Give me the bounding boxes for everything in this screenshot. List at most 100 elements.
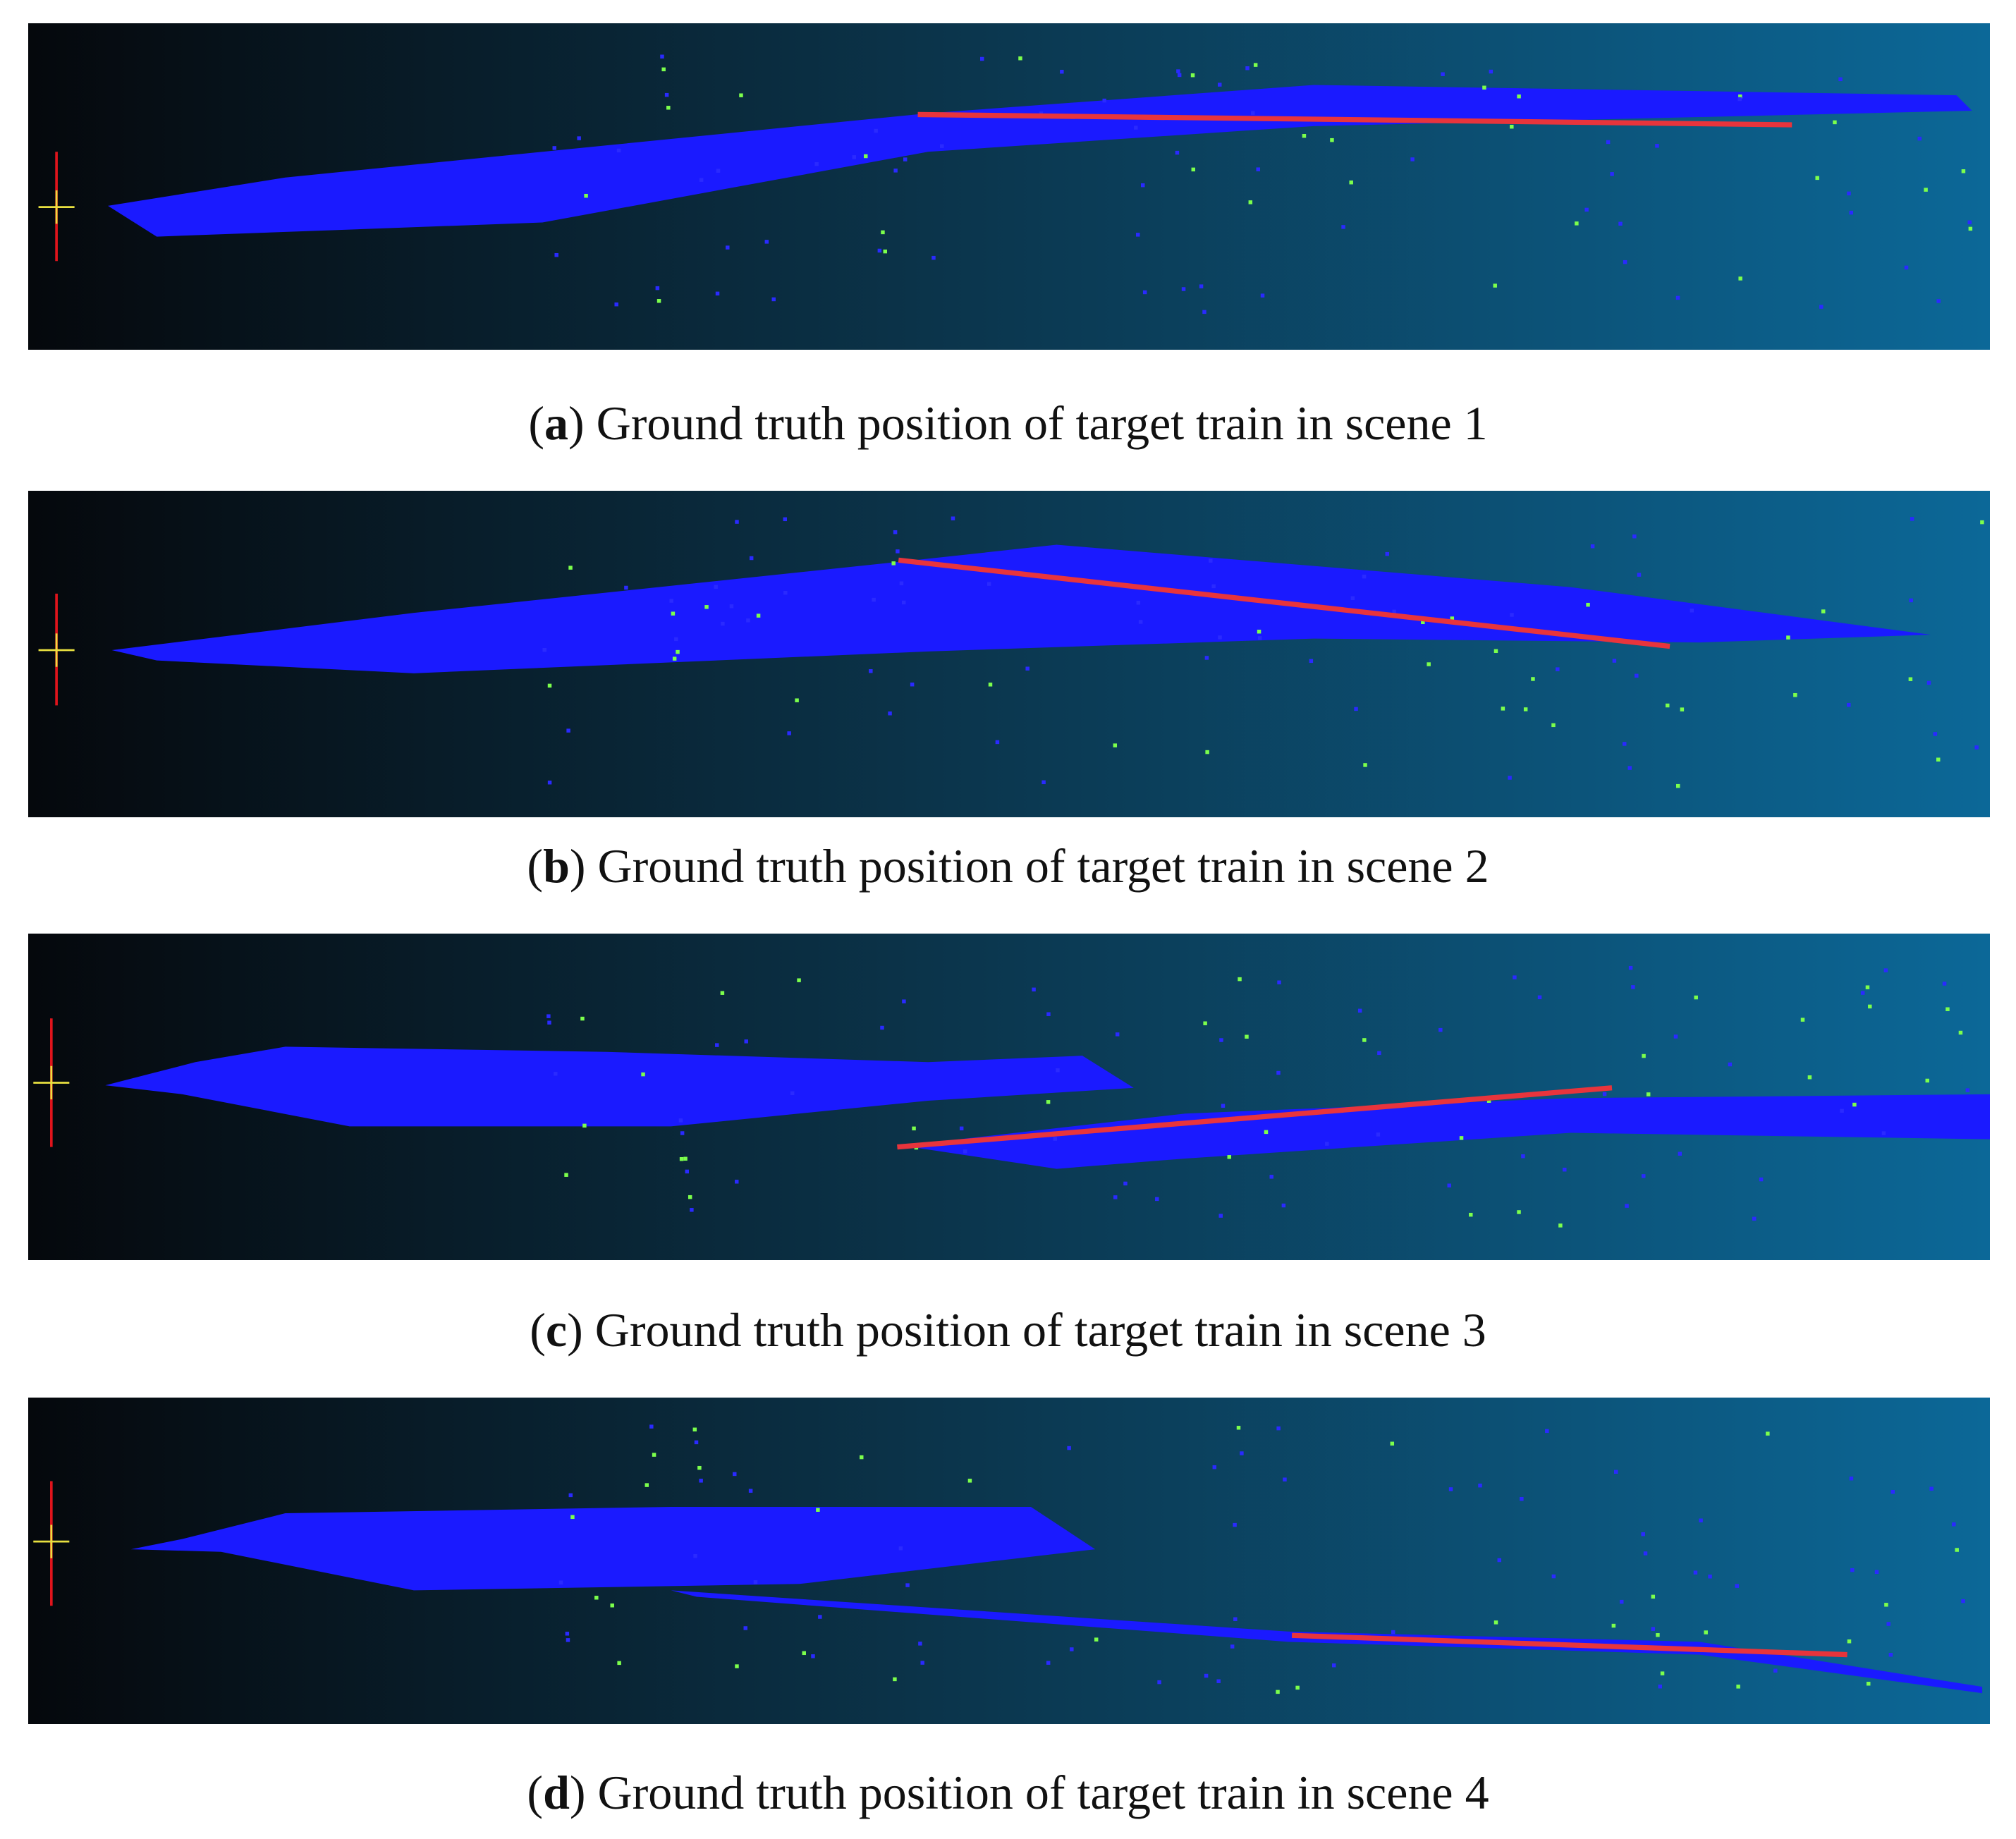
scatter-point: [584, 193, 588, 198]
scatter-point: [1191, 167, 1196, 172]
scatter-point: [1881, 1131, 1886, 1135]
scatter-point: [1190, 73, 1195, 78]
scatter-point: [656, 299, 661, 303]
scatter-point: [818, 1615, 822, 1619]
scatter-point: [1641, 1532, 1645, 1536]
scatter-point: [1575, 221, 1579, 226]
scatter-point: [883, 249, 887, 254]
scatter-point: [1793, 692, 1797, 697]
scatter-point: [918, 1642, 922, 1646]
scatter-point: [1277, 980, 1281, 984]
ground-truth-line: [917, 111, 1792, 128]
ground-truth-line: [898, 557, 1670, 649]
scatter-point: [580, 1016, 585, 1021]
caption-text: ) Ground truth position of target train …: [568, 396, 1488, 450]
scatter-point: [1936, 757, 1941, 762]
scatter-point: [1925, 1078, 1930, 1083]
scatter-point: [1391, 1630, 1395, 1635]
scatter-point: [1450, 616, 1455, 621]
scatter-point: [721, 621, 725, 626]
scatter-point: [1884, 1603, 1888, 1607]
scatter-point: [552, 146, 556, 150]
scatter-point: [1493, 649, 1498, 654]
scatter-point: [1800, 1018, 1805, 1022]
scatter-point: [1211, 584, 1216, 589]
scatter-point: [893, 1677, 897, 1682]
scatter-point: [959, 1126, 964, 1131]
scatter-point: [566, 1638, 570, 1642]
scatter-point: [1341, 225, 1345, 229]
scatter-point: [680, 1131, 685, 1135]
scatter-point: [1448, 1487, 1453, 1491]
scatter-point: [1676, 783, 1680, 788]
scatter-point: [669, 599, 673, 603]
ground-truth-line: [1291, 1632, 1847, 1658]
scatter-point: [1041, 780, 1046, 785]
point-cloud-view: [28, 1398, 1990, 1724]
scatter-point: [920, 1661, 924, 1665]
scatter-point: [783, 517, 788, 522]
scatter-point: [795, 698, 799, 702]
scatter-point: [860, 1455, 864, 1460]
scatter-point: [1362, 1038, 1367, 1042]
scatter-point: [735, 1180, 739, 1184]
scatter-point: [664, 92, 669, 97]
scatter-point: [1113, 1195, 1118, 1199]
scatter-point: [1849, 210, 1854, 215]
scatter-point: [1497, 1558, 1502, 1563]
caption-text: (: [530, 1303, 546, 1357]
caption-label: a: [544, 396, 568, 450]
scatter-point: [1531, 677, 1535, 681]
scatter-point: [694, 1440, 699, 1445]
scatter-point: [1489, 69, 1493, 74]
scatter-point: [739, 93, 743, 97]
point-cloud: [130, 1506, 1096, 1591]
scatter-point: [1545, 1429, 1549, 1434]
scatter-point: [1815, 176, 1819, 181]
scatter-point: [735, 1664, 739, 1668]
scatter-point: [1441, 72, 1445, 76]
scatter-point: [1933, 732, 1938, 736]
scatter-point: [582, 1123, 587, 1128]
scatter-point: [1838, 77, 1843, 82]
scatter-point: [1025, 666, 1030, 671]
scatter-point: [749, 556, 754, 561]
scatter-point: [1459, 1136, 1464, 1140]
caption-label: c: [545, 1303, 568, 1357]
scatter-point: [1651, 1627, 1656, 1631]
scatter-point: [1269, 1175, 1273, 1179]
scatter-point: [1773, 1668, 1778, 1673]
scatter-point: [1904, 265, 1909, 270]
scatter-point: [980, 56, 984, 61]
point-cloud-view: [28, 491, 1990, 817]
scatter-point: [1556, 667, 1560, 671]
scatter-point: [1888, 1652, 1893, 1657]
scatter-point: [715, 291, 720, 296]
scatter-point: [570, 1515, 575, 1520]
caption-text: (: [527, 1766, 544, 1819]
scatter-point: [1632, 534, 1637, 539]
scatter-point: [995, 740, 1000, 745]
scatter-point: [1642, 1174, 1646, 1178]
scatter-point: [764, 240, 769, 244]
scatter-point: [1924, 188, 1928, 192]
scatter-point: [1157, 1680, 1161, 1685]
scatter-point: [1693, 1570, 1698, 1575]
scatter-point: [940, 144, 944, 148]
scatter-point: [1735, 1584, 1740, 1588]
scatter-point: [1666, 703, 1670, 708]
scatter-point: [1264, 1130, 1269, 1135]
scatter-point: [610, 1603, 614, 1608]
scatter-point: [1821, 609, 1826, 613]
scatter-point: [1354, 707, 1358, 711]
scatter-point: [1628, 965, 1633, 970]
scatter-point: [1253, 63, 1258, 67]
scatter-point: [988, 683, 993, 687]
scatter-point: [1283, 1477, 1287, 1481]
scatter-point: [1646, 1092, 1651, 1096]
scatter-point: [1113, 743, 1118, 747]
scatter-point: [1945, 1007, 1950, 1011]
scatter-point: [1478, 1483, 1482, 1488]
scatter-point: [660, 54, 664, 59]
scatter-point: [1909, 598, 1913, 603]
